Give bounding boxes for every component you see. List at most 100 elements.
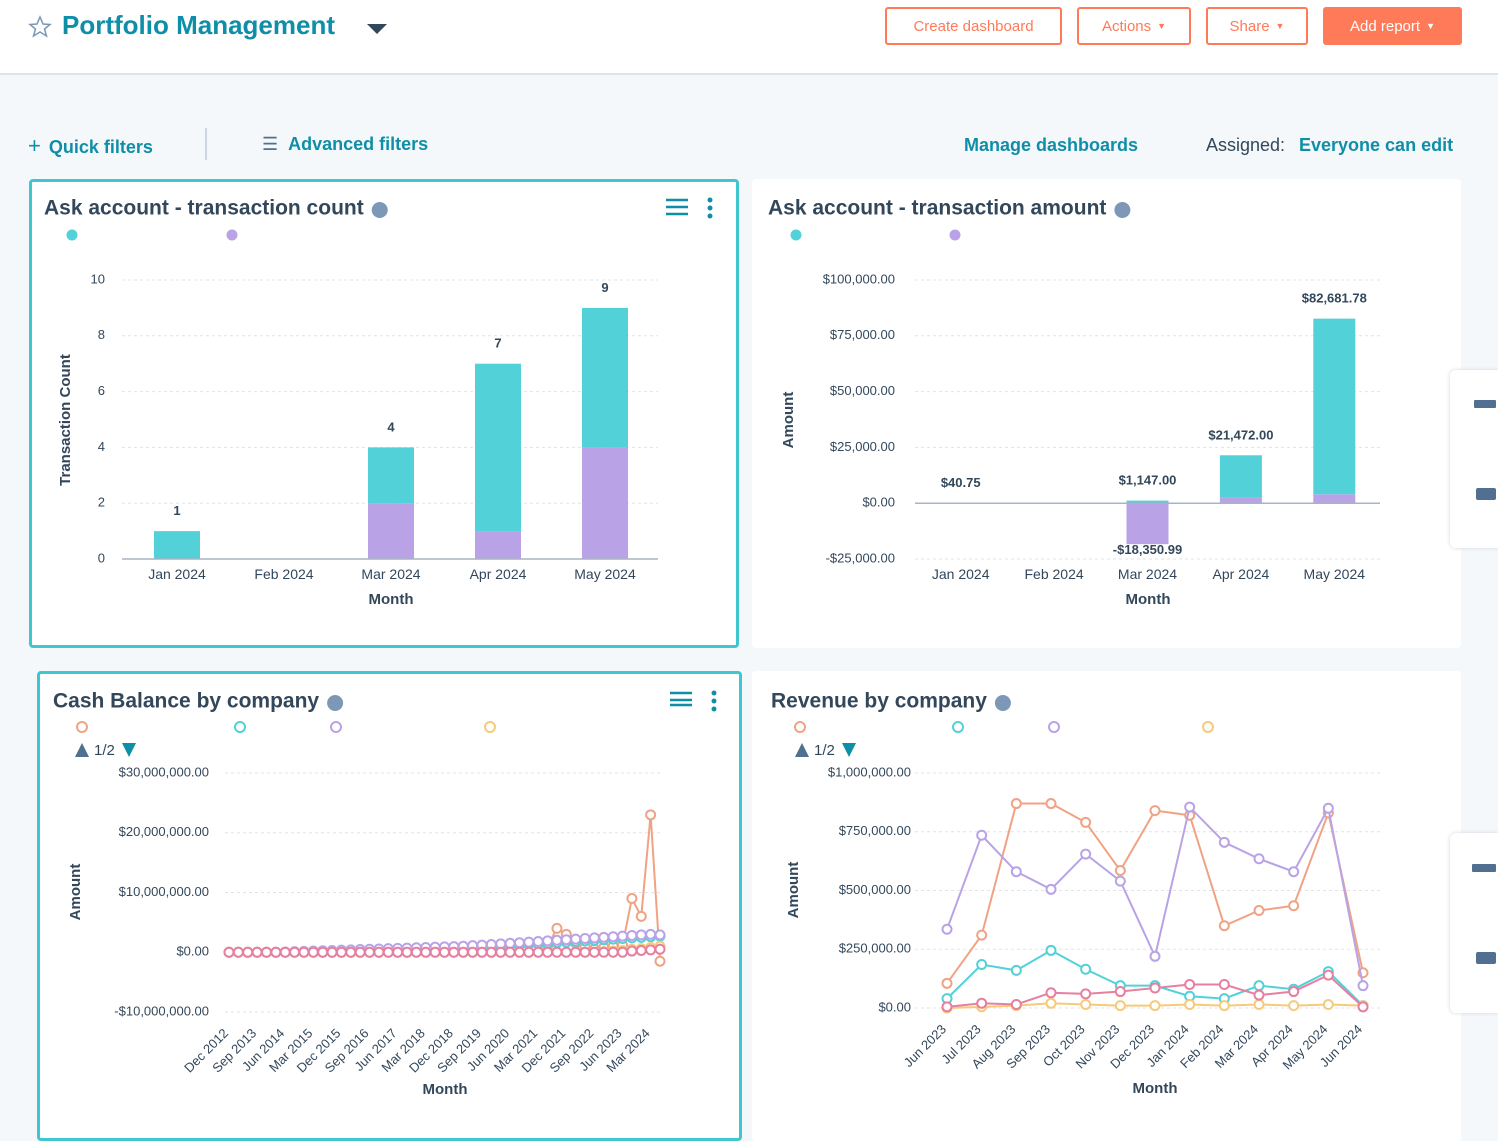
x-tick-label: Jan 2024 — [932, 566, 990, 582]
kebab-icons[interactable] — [708, 198, 717, 712]
chart-title: Revenue by company — [771, 690, 987, 713]
point — [1359, 981, 1368, 990]
chart-title: Cash Balance by company — [53, 690, 319, 713]
point — [1116, 877, 1125, 886]
point — [299, 948, 308, 957]
point — [543, 948, 552, 957]
point — [646, 930, 655, 939]
info-icon — [327, 695, 343, 711]
point — [627, 947, 636, 956]
point — [1081, 965, 1090, 974]
x-axis-title: Month — [423, 1081, 468, 1098]
total-label: $21,472.00 — [1208, 427, 1273, 442]
point — [1185, 980, 1194, 989]
point — [599, 933, 608, 942]
bar-segment — [1313, 319, 1355, 495]
point — [318, 948, 327, 957]
total-label: $1,147.00 — [1119, 473, 1177, 488]
point — [637, 930, 646, 939]
y-tick-label: $100,000.00 — [823, 271, 895, 286]
y-axis-title: Transaction Count — [57, 354, 74, 486]
bar-segment — [582, 447, 628, 559]
point — [356, 948, 365, 957]
point — [646, 810, 655, 819]
point — [374, 948, 383, 957]
y-tick-label: $0.00 — [862, 495, 895, 510]
point — [1047, 799, 1056, 808]
x-tick-label: Mar 2024 — [1118, 566, 1177, 582]
point — [1151, 1001, 1160, 1010]
pager-up — [795, 743, 809, 757]
point — [253, 948, 262, 957]
point — [515, 938, 524, 947]
x-axis-title: Month — [1133, 1080, 1178, 1097]
card-tools[interactable] — [666, 200, 692, 705]
point — [1185, 1000, 1194, 1009]
point — [281, 948, 290, 957]
bar-segment — [368, 503, 414, 559]
point — [1289, 1001, 1298, 1010]
point — [1324, 1000, 1333, 1009]
legend-marker — [795, 722, 805, 732]
point — [1289, 867, 1298, 876]
point — [609, 932, 618, 941]
y-tick-label: $1,000,000.00 — [828, 764, 911, 779]
point — [1116, 987, 1125, 996]
info-icon — [372, 202, 388, 218]
bar-segment — [368, 447, 414, 503]
point — [524, 948, 533, 957]
chart-title: Ask account - transaction amount — [768, 197, 1106, 220]
y-axis-title: Amount — [780, 392, 797, 449]
point — [346, 948, 355, 957]
y-tick-label: -$10,000,000.00 — [114, 1003, 209, 1018]
point — [656, 945, 665, 954]
point — [449, 948, 458, 957]
point — [590, 933, 599, 942]
info-icon — [995, 695, 1011, 711]
point — [637, 946, 646, 955]
total-label: 4 — [387, 419, 395, 434]
total-label: 9 — [601, 280, 608, 295]
point — [431, 948, 440, 957]
point — [943, 925, 952, 934]
legend-marker — [235, 722, 245, 732]
legend-marker — [953, 722, 963, 732]
point — [552, 948, 561, 957]
point — [225, 948, 234, 957]
side-icons[interactable] — [1472, 400, 1496, 964]
point — [524, 938, 533, 947]
point — [337, 948, 346, 957]
point — [1324, 971, 1333, 980]
point — [562, 948, 571, 957]
pager-down — [122, 743, 136, 757]
bar-segment — [1127, 503, 1169, 544]
point — [262, 948, 271, 957]
point — [384, 948, 393, 957]
point — [943, 1002, 952, 1011]
point — [412, 948, 421, 957]
point — [487, 948, 496, 957]
point — [1255, 854, 1264, 863]
point — [543, 936, 552, 945]
point — [1116, 866, 1125, 875]
point — [506, 939, 515, 948]
legend-marker — [1049, 722, 1059, 732]
point — [365, 948, 374, 957]
y-tick-label: $500,000.00 — [839, 882, 911, 897]
point — [646, 945, 655, 954]
point — [1151, 806, 1160, 815]
y-tick-label: $0.00 — [878, 999, 911, 1014]
y-tick-label: $20,000,000.00 — [119, 824, 209, 839]
point — [977, 931, 986, 940]
y-tick-label: $50,000.00 — [830, 383, 895, 398]
point — [1324, 804, 1333, 813]
point — [1012, 867, 1021, 876]
x-axis-title: Month — [1126, 591, 1171, 608]
y-tick-label: 8 — [98, 327, 105, 342]
point — [403, 948, 412, 957]
point — [1359, 1002, 1368, 1011]
y-tick-label: $75,000.00 — [830, 327, 895, 342]
point — [496, 948, 505, 957]
point — [552, 924, 561, 933]
